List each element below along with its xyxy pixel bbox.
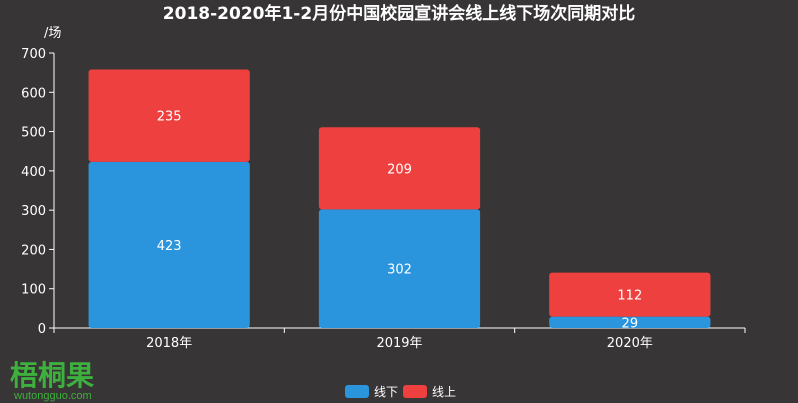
bar-segment[interactable] bbox=[318, 127, 481, 210]
legend-swatch[interactable] bbox=[403, 385, 427, 398]
bar-value-label: 29 bbox=[622, 316, 639, 331]
bar-value-label: 112 bbox=[617, 289, 642, 304]
y-tick-label: 600 bbox=[21, 86, 46, 101]
y-tick-label: 0 bbox=[38, 322, 46, 337]
y-tick-label: 500 bbox=[21, 126, 46, 141]
bar-value-label: 302 bbox=[387, 263, 412, 278]
bar-segment[interactable] bbox=[549, 272, 711, 317]
legend-label[interactable]: 线上 bbox=[432, 385, 456, 399]
x-tick-label: 2018年 bbox=[146, 336, 192, 351]
legend[interactable]: 线下 线上 bbox=[345, 385, 456, 399]
bar-segment[interactable] bbox=[88, 161, 250, 328]
bar-segment[interactable] bbox=[549, 316, 711, 328]
bar-value-label: 423 bbox=[157, 239, 182, 254]
x-tick-label: 2020年 bbox=[607, 336, 653, 351]
y-tick-label: 700 bbox=[21, 47, 46, 62]
y-tick-label: 200 bbox=[21, 243, 46, 258]
bars: 423 235 302 209 29 112 bbox=[88, 69, 711, 331]
y-axis-unit-label: /场 bbox=[44, 26, 61, 41]
y-tick-label: 100 bbox=[21, 283, 46, 298]
watermark-url: wutongguo.com bbox=[13, 390, 92, 402]
x-axis: 2018年 2019年 2020年 bbox=[53, 327, 746, 351]
legend-swatch[interactable] bbox=[345, 385, 369, 398]
y-axis: 0 100 200 300 400 500 600 700 bbox=[21, 47, 55, 337]
bar-value-label: 235 bbox=[157, 110, 182, 125]
watermark-logo: 梧桐果 wutongguo.com bbox=[10, 359, 94, 402]
x-tick-label: 2019年 bbox=[376, 336, 422, 351]
chart-title: 2018-2020年1-2月份中国校园宣讲会线上线下场次同期对比 bbox=[163, 3, 635, 24]
bar-value-label: 209 bbox=[387, 162, 412, 177]
y-tick-label: 400 bbox=[21, 165, 46, 180]
y-tick-label: 300 bbox=[21, 204, 46, 219]
watermark-logo-text: 梧桐果 bbox=[10, 359, 94, 392]
bar-segment[interactable] bbox=[88, 69, 250, 162]
legend-label[interactable]: 线下 bbox=[374, 385, 398, 399]
bar-segment[interactable] bbox=[318, 209, 481, 328]
